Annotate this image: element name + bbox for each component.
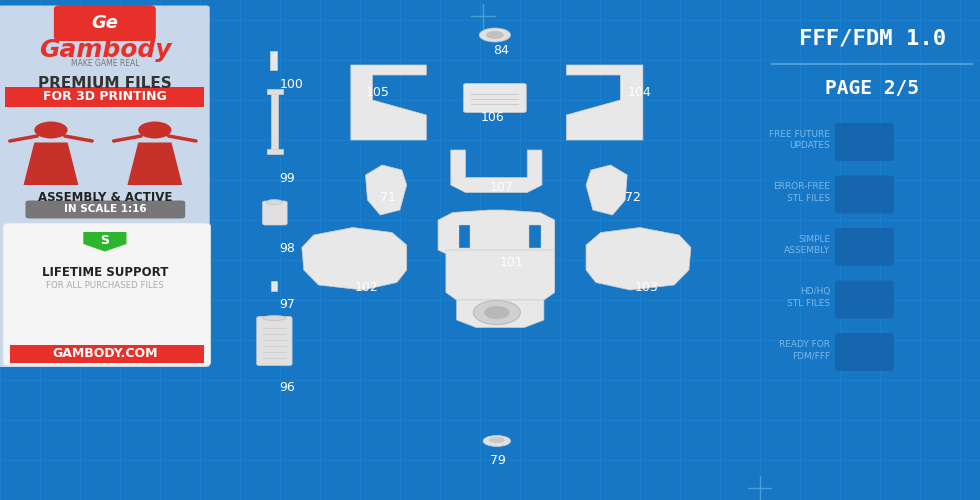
FancyBboxPatch shape — [835, 228, 894, 266]
FancyBboxPatch shape — [25, 200, 185, 218]
Text: 103: 103 — [635, 281, 659, 294]
Text: MAKE GAME REAL: MAKE GAME REAL — [71, 59, 139, 68]
Text: 106: 106 — [480, 111, 504, 124]
FancyBboxPatch shape — [464, 84, 526, 112]
Text: 72: 72 — [625, 191, 641, 204]
Text: Ge: Ge — [91, 14, 119, 32]
FancyBboxPatch shape — [835, 176, 894, 214]
FancyBboxPatch shape — [0, 6, 210, 367]
Polygon shape — [83, 232, 126, 252]
Text: ASSEMBLY & ACTIVE: ASSEMBLY & ACTIVE — [37, 191, 172, 204]
Text: 100: 100 — [279, 78, 303, 90]
Text: 96: 96 — [279, 381, 295, 394]
Polygon shape — [127, 142, 182, 185]
Polygon shape — [446, 250, 555, 300]
Polygon shape — [302, 228, 407, 290]
Circle shape — [138, 122, 171, 138]
Text: PAGE 2/5: PAGE 2/5 — [825, 80, 919, 98]
Ellipse shape — [263, 316, 286, 320]
Text: S: S — [100, 234, 110, 247]
Ellipse shape — [489, 437, 505, 443]
Text: LIFETIME SUPPORT: LIFETIME SUPPORT — [42, 266, 168, 279]
Polygon shape — [24, 142, 78, 185]
Text: FFF/FDM 1.0: FFF/FDM 1.0 — [799, 29, 946, 49]
Text: PREMIUM FILES: PREMIUM FILES — [38, 76, 171, 92]
Text: 99: 99 — [279, 172, 295, 186]
FancyBboxPatch shape — [257, 316, 292, 366]
Bar — [271, 92, 278, 151]
Text: 97: 97 — [279, 298, 295, 312]
Bar — [459, 225, 470, 248]
Circle shape — [484, 306, 510, 319]
Bar — [271, 281, 277, 291]
FancyBboxPatch shape — [3, 223, 211, 366]
Text: ERROR-FREE
STL FILES: ERROR-FREE STL FILES — [773, 182, 830, 203]
Text: 105: 105 — [366, 86, 389, 99]
Text: SIMPLE
ASSEMBLY: SIMPLE ASSEMBLY — [784, 234, 830, 256]
Text: FOR 3D PRINTING: FOR 3D PRINTING — [43, 90, 167, 104]
Text: IN SCALE 1:16: IN SCALE 1:16 — [64, 204, 146, 214]
Bar — [267, 89, 283, 94]
FancyBboxPatch shape — [835, 123, 894, 161]
Bar — [529, 225, 541, 248]
Ellipse shape — [267, 200, 282, 204]
FancyBboxPatch shape — [835, 333, 894, 371]
Text: 107: 107 — [490, 181, 514, 194]
Text: 71: 71 — [380, 191, 396, 204]
Circle shape — [34, 122, 68, 138]
Polygon shape — [457, 300, 544, 328]
Bar — [267, 149, 283, 154]
Ellipse shape — [479, 28, 511, 42]
Text: 79: 79 — [490, 454, 506, 466]
Text: GAMBODY.COM: GAMBODY.COM — [52, 347, 158, 360]
Bar — [5, 88, 204, 106]
Polygon shape — [438, 210, 555, 255]
Polygon shape — [586, 228, 691, 290]
Text: FOR ALL PURCHASED FILES: FOR ALL PURCHASED FILES — [46, 282, 164, 290]
Bar — [270, 51, 277, 70]
Text: FREE FUTURE
UPDATES: FREE FUTURE UPDATES — [769, 130, 830, 150]
Text: HD/HQ
STL FILES: HD/HQ STL FILES — [787, 287, 830, 308]
Circle shape — [473, 300, 520, 324]
Text: Gambody: Gambody — [38, 38, 171, 62]
Polygon shape — [586, 165, 627, 215]
Text: 84: 84 — [493, 44, 509, 57]
Polygon shape — [351, 65, 426, 140]
Text: READY FOR
FDM/FFF: READY FOR FDM/FFF — [779, 340, 830, 360]
Ellipse shape — [483, 436, 511, 446]
Text: 101: 101 — [500, 256, 523, 269]
FancyBboxPatch shape — [263, 201, 287, 225]
Polygon shape — [566, 65, 643, 140]
Text: 104: 104 — [627, 86, 651, 99]
Text: 102: 102 — [355, 281, 378, 294]
Polygon shape — [451, 150, 542, 192]
Text: 98: 98 — [279, 242, 295, 256]
FancyBboxPatch shape — [835, 280, 894, 318]
Polygon shape — [366, 165, 407, 215]
FancyBboxPatch shape — [54, 5, 156, 41]
Ellipse shape — [486, 31, 504, 39]
Bar — [10, 344, 204, 362]
